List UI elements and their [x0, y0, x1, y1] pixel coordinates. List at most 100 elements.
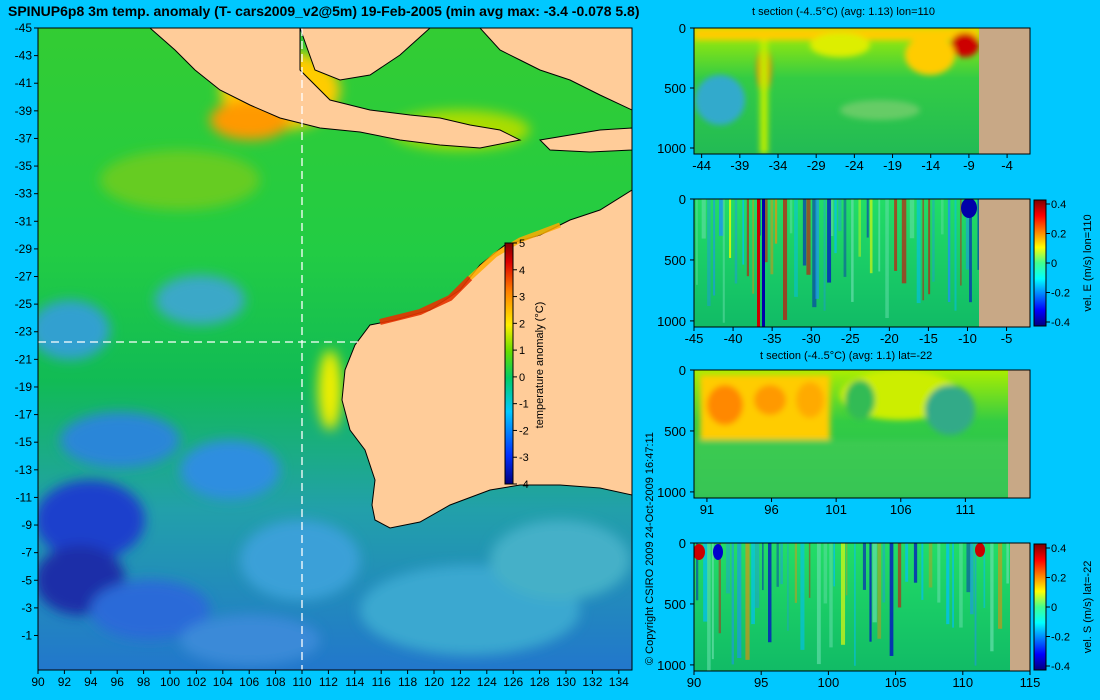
section4-xtick-label-4: 110 — [952, 675, 973, 690]
map-xtick-label-7: 104 — [213, 675, 233, 689]
section2-xtick-label-6: -15 — [919, 331, 938, 346]
section4-xtick-label-2: 100 — [818, 675, 840, 690]
map-frame — [37, 27, 633, 671]
section2-cb-tick-label-2: 0 — [1051, 258, 1057, 270]
map-xtick-label-14: 118 — [398, 675, 417, 689]
map-xtick-label-17: 124 — [477, 675, 497, 689]
section4-cb-tick-label-3: -0.2 — [1051, 632, 1070, 644]
section3-xtick-label-0: 91 — [700, 502, 714, 517]
section1-xtick-label-8: -4 — [1001, 158, 1013, 173]
section1-xtick-label-1: -39 — [730, 158, 749, 173]
map-ytick-label-11: -23 — [15, 325, 33, 339]
map-ytick-label-22: -45 — [15, 21, 33, 35]
timor-land — [538, 127, 632, 153]
map-cb-tick-label-0: -4 — [519, 479, 529, 491]
section1-xtick-label-5: -19 — [883, 158, 902, 173]
map-xtick-label-2: 94 — [84, 675, 98, 689]
section4-xtick-label-3: 105 — [885, 675, 907, 690]
section1-xtick-label-2: -34 — [769, 158, 788, 173]
section1-xtick-label-0: -44 — [692, 158, 711, 173]
section4-ytick-label-2: 1000 — [657, 658, 686, 673]
map-cb-tick-label-1: -3 — [519, 452, 529, 464]
section2-xtick-label-0: -45 — [685, 331, 704, 346]
map-xtick-label-4: 98 — [137, 675, 151, 689]
section4-cb-tick-label-4: -0.4 — [1051, 661, 1070, 673]
map-ytick-label-21: -43 — [15, 49, 33, 63]
section3-xtick-label-1: 96 — [764, 502, 778, 517]
sulawesi-land — [479, 28, 632, 111]
section2-ytick-label-0: 0 — [679, 192, 686, 207]
map-xtick-label-19: 128 — [530, 675, 550, 689]
map-ytick-label-18: -37 — [15, 131, 33, 145]
map-cb-tick-label-8: 4 — [519, 265, 525, 277]
map-ytick-label-3: -7 — [21, 546, 32, 560]
map-cb-tick-label-5: 1 — [519, 345, 525, 357]
section1-ytick-label-2: 1000 — [657, 141, 686, 156]
map-cb-tick-label-6: 2 — [519, 318, 525, 330]
section2-xtick-label-3: -30 — [802, 331, 821, 346]
map-colorbar-scale — [504, 242, 514, 485]
map-xtick-label-6: 102 — [186, 675, 206, 689]
map-ytick-label-16: -33 — [15, 187, 33, 201]
map-xtick-label-9: 108 — [266, 675, 286, 689]
map-ytick-label-1: -3 — [21, 601, 32, 615]
map-ytick-label-10: -21 — [15, 352, 33, 366]
map-colorbar-label: temperature anomaly (°C) — [534, 302, 546, 429]
map-xtick-label-21: 132 — [582, 675, 602, 689]
section2-cb-tick-label-4: -0.4 — [1051, 317, 1070, 329]
section1-xtick-label-3: -29 — [807, 158, 826, 173]
map-xtick-label-1: 92 — [58, 675, 72, 689]
map-xtick-label-18: 126 — [503, 675, 523, 689]
section3-title: t section (-4..5°C) (avg: 1.1) lat=-22 — [760, 350, 933, 362]
section2-cb-tick-label-0: 0.4 — [1051, 199, 1066, 211]
map-cb-tick-label-2: -2 — [519, 425, 529, 437]
section2-xtick-label-1: -40 — [724, 331, 743, 346]
section3-xtick-label-4: 111 — [956, 502, 976, 517]
borneo-land — [299, 28, 431, 81]
section2-panel: -45 -40 -35 -30 -25 -20 -15 -10 -5 0 500 1000 — [657, 192, 1031, 346]
map-xtick-label-5: 100 — [160, 675, 180, 689]
map-ytick-label-14: -29 — [15, 242, 33, 256]
section3-ytick-label-0: 0 — [679, 363, 686, 378]
map-y-axis: -1 -3 -5 -7 -9 -11 -13 -15 -17 -19 -21 -23 -25 -27 -29… — [15, 21, 38, 642]
section1-xtick-label-6: -14 — [921, 158, 940, 173]
map-xtick-label-8: 106 — [239, 675, 259, 689]
section2-ytick-label-1: 500 — [664, 253, 686, 268]
section3-panel: 91 96 101 106 111 0 500 1000 — [657, 363, 1031, 517]
map-ytick-label-13: -27 — [15, 270, 33, 284]
map-ytick-label-6: -13 — [15, 463, 33, 477]
map-ytick-label-7: -15 — [15, 435, 33, 449]
map-cb-tick-label-3: -1 — [519, 399, 529, 411]
map-xtick-label-3: 96 — [111, 675, 125, 689]
section4-colorbar: 0.4 0.2 0 -0.2 -0.4 vel. S (m/s) lat=-22 — [1033, 543, 1094, 673]
map-panel: 90 92 94 96 98 100 102 104 106 108 110 112 114 116 118… — [15, 21, 633, 689]
map-xtick-label-10: 110 — [292, 675, 311, 689]
section2-colorbar-label: vel. E (m/s) lon=110 — [1082, 214, 1094, 311]
map-cb-tick-label-7: 3 — [519, 292, 525, 304]
section4-cb-tick-label-2: 0 — [1051, 602, 1057, 614]
map-ytick-label-20: -41 — [15, 76, 33, 90]
map-ytick-label-0: -1 — [21, 628, 32, 642]
section4-cb-tick-label-0: 0.4 — [1051, 543, 1066, 555]
section3-xtick-label-2: 101 — [825, 502, 847, 517]
section3-xtick-label-3: 106 — [890, 502, 912, 517]
section2-cb-tick-label-3: -0.2 — [1051, 288, 1070, 300]
section1-ytick-label-1: 500 — [664, 81, 686, 96]
leeuwin-warm-strip — [379, 275, 473, 325]
map-cb-tick-label-4: 0 — [519, 372, 525, 384]
map-xtick-label-22: 134 — [609, 675, 629, 689]
map-ytick-label-12: -25 — [15, 297, 33, 311]
section1-panel: -44 -39 -34 -29 -24 -19 -14 -9 -4 0 500 1000 — [657, 21, 1031, 173]
map-ytick-label-4: -9 — [21, 518, 32, 532]
section2-xtick-label-8: -5 — [1001, 331, 1013, 346]
section2-xtick-label-2: -35 — [763, 331, 782, 346]
section3-ytick-label-2: 1000 — [657, 485, 686, 500]
section2-xtick-label-5: -20 — [880, 331, 899, 346]
section4-cb-tick-label-1: 0.2 — [1051, 573, 1066, 585]
section2-colorbar: 0.4 0.2 0 -0.2 -0.4 vel. E (m/s) lon=110 — [1033, 199, 1094, 329]
map-ytick-label-15: -31 — [15, 214, 33, 228]
map-xtick-label-15: 120 — [424, 675, 444, 689]
section4-xtick-label-1: 95 — [754, 675, 768, 690]
map-xtick-label-11: 112 — [319, 675, 338, 689]
page-title: SPINUP6p8 3m temp. anomaly (T- cars2009_… — [8, 3, 640, 19]
